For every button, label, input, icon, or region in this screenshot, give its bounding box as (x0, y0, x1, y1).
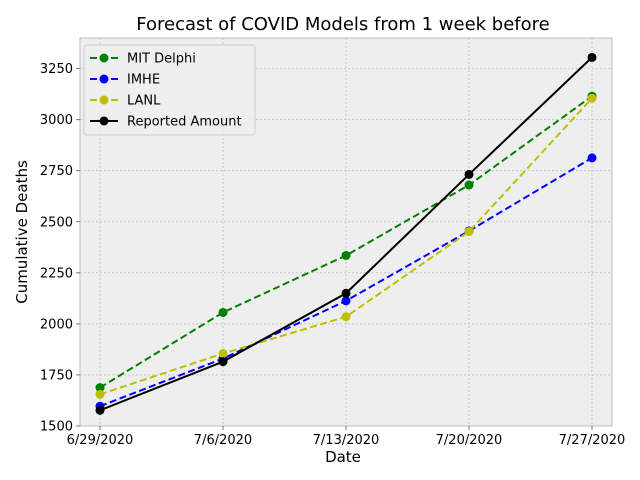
legend-label-reported-amount: Reported Amount (127, 115, 242, 130)
y-tick-label: 3250 (40, 62, 73, 77)
data-point-mit-delphi (95, 383, 105, 393)
y-tick-label: 3000 (40, 113, 73, 128)
legend-label-lanl: LANL (127, 94, 161, 109)
data-point-imhe (587, 153, 597, 163)
series-layer (95, 52, 597, 415)
x-tick-label: 7/6/2020 (194, 433, 252, 448)
y-tick-label: 1500 (40, 420, 73, 435)
legend-marker-imhe (99, 74, 109, 84)
data-point-mit-delphi (464, 180, 474, 190)
y-tick-label: 2250 (40, 266, 73, 281)
data-point-lanl (464, 227, 474, 237)
data-point-reported-amount (341, 288, 351, 298)
y-axis-label: Cumulative Deaths (13, 160, 31, 304)
data-point-lanl (95, 389, 105, 399)
data-point-lanl (341, 312, 351, 322)
legend-box (83, 44, 256, 136)
x-tick-label: 7/20/2020 (436, 433, 503, 448)
y-tick-label: 2750 (40, 164, 73, 179)
data-point-mit-delphi (341, 250, 351, 260)
x-axis-label: Date (325, 448, 361, 466)
legend-marker-mit-delphi (99, 53, 109, 63)
series-reported-amount (95, 52, 597, 415)
legend-label-mit-delphi: MIT Delphi (127, 52, 196, 67)
y-tick-label: 2500 (40, 215, 73, 230)
series-lanl (95, 93, 597, 399)
legend-marker-lanl (99, 95, 109, 105)
data-point-lanl (587, 93, 597, 103)
x-tick-label: 6/29/2020 (67, 433, 134, 448)
y-tick-label: 2000 (40, 317, 73, 332)
data-point-reported-amount (218, 357, 228, 367)
chart-title: Forecast of COVID Models from 1 week bef… (136, 14, 549, 35)
legend-marker-reported-amount (99, 116, 109, 126)
legend: MIT Delphi IMHE LANL Reported Amount (83, 44, 256, 136)
data-point-lanl (218, 349, 228, 359)
tick-labels: 6/29/2020 7/6/2020 7/13/2020 7/20/2020 7/27/… (40, 62, 625, 448)
x-tick-label: 7/27/2020 (559, 433, 626, 448)
x-tick-label: 7/13/2020 (313, 433, 380, 448)
data-point-mit-delphi (218, 307, 228, 317)
data-point-reported-amount (587, 52, 597, 62)
y-tick-label: 1750 (40, 368, 73, 383)
data-point-reported-amount (95, 405, 105, 415)
legend-label-imhe: IMHE (127, 73, 160, 88)
data-point-imhe (341, 296, 351, 306)
data-point-reported-amount (464, 169, 474, 179)
